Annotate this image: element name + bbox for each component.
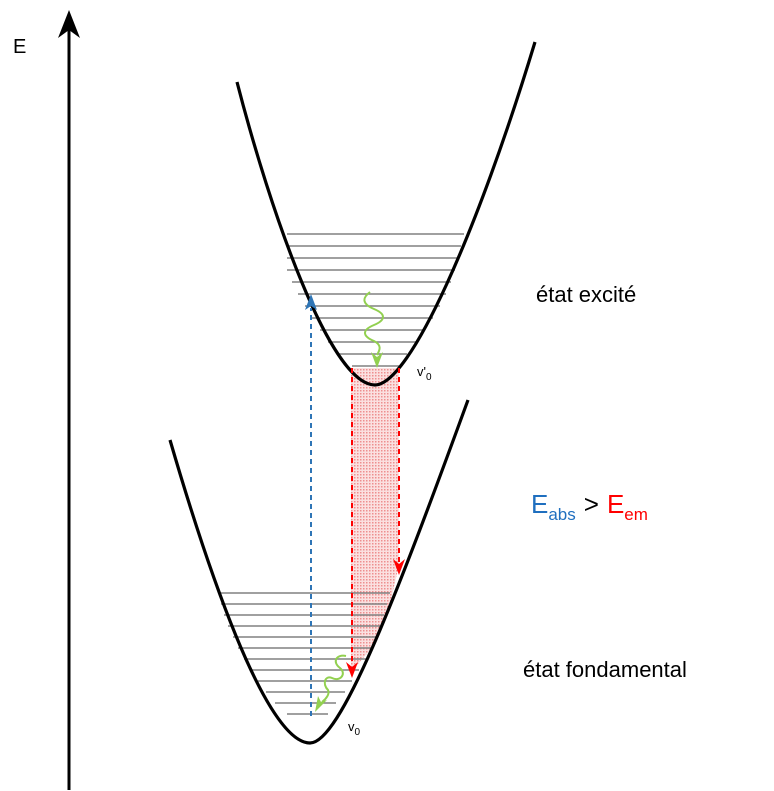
relaxation-arrowhead-ground-icon — [315, 696, 327, 712]
excited-state-curve — [235, 41, 537, 387]
excited-state-label: état excité — [536, 282, 636, 307]
axis-label: E — [13, 36, 26, 58]
relaxation-arrow-ground — [315, 654, 347, 712]
excited-lowest-level-label: v'0 — [417, 364, 432, 383]
ground-state-label: état fondamental — [523, 657, 687, 682]
axis-arrowhead-icon — [58, 10, 80, 38]
ground-lowest-level-label: v0 — [348, 719, 361, 738]
excited-vibrational-levels — [287, 233, 464, 367]
emission-arrowhead-right-icon — [393, 559, 405, 575]
ground-state-curve — [168, 399, 470, 745]
absorption-arrowhead-icon — [305, 294, 317, 310]
relaxation-arrow-excited — [363, 291, 384, 368]
absorption-arrow — [305, 294, 317, 716]
relaxation-arrowhead-excited-icon — [371, 352, 383, 368]
energy-axis — [58, 10, 80, 790]
energy-relation: Eabs > Eem — [531, 489, 648, 524]
ground-vibrational-levels — [219, 592, 390, 715]
emission-band — [351, 368, 399, 672]
emission-arrows — [346, 368, 405, 678]
emission-arrowhead-left-icon — [346, 662, 358, 678]
